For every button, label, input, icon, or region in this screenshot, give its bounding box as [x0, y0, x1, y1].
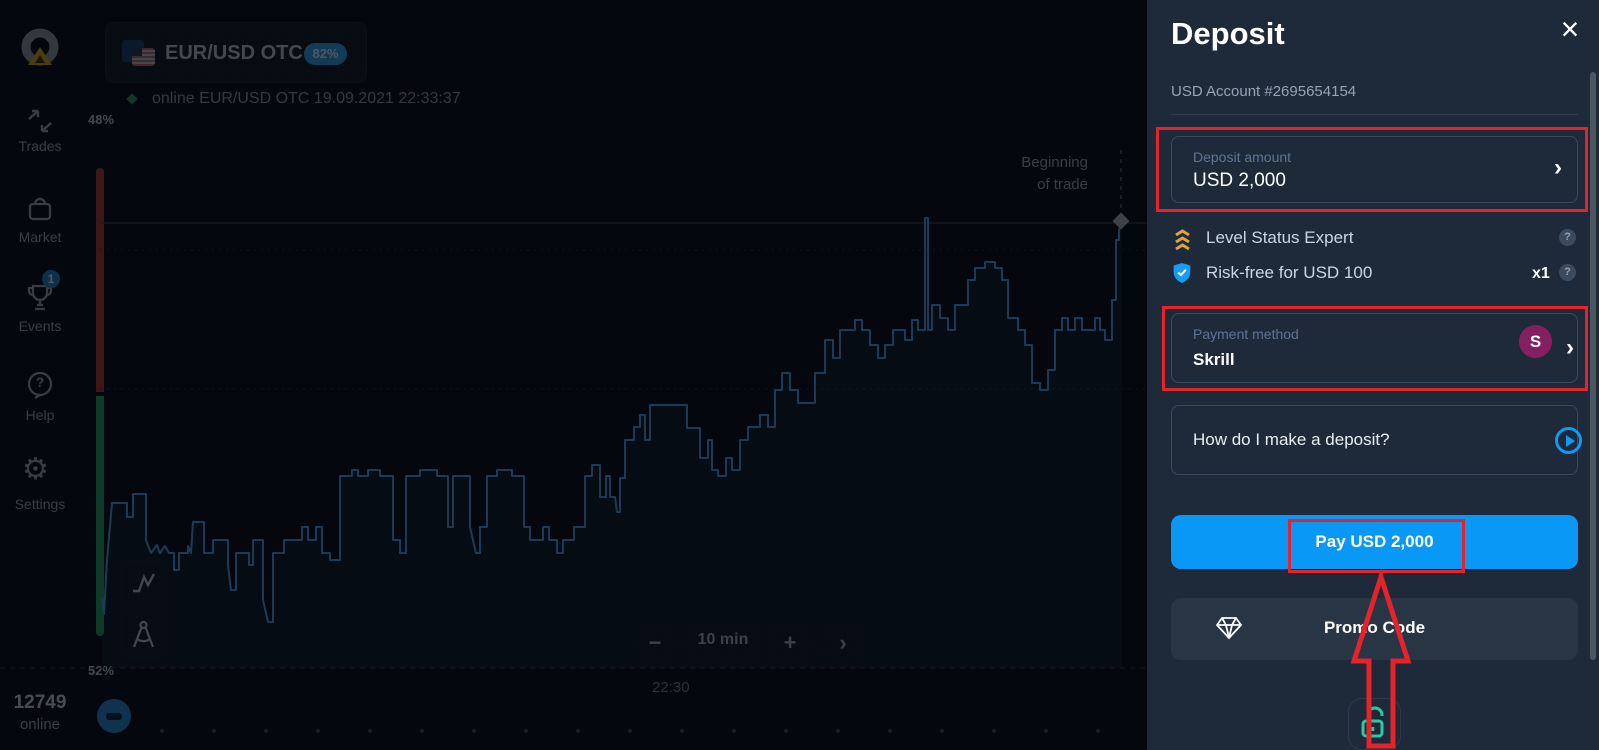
risk-free-label: Risk-free for USD 100: [1206, 263, 1373, 282]
risk-free-multiplier: x1: [1532, 265, 1550, 282]
promo-diamond-icon: [1215, 616, 1243, 643]
level-help-icon[interactable]: ?: [1559, 229, 1576, 246]
support-chat-button[interactable]: [97, 699, 131, 733]
price-chart: [0, 150, 1147, 669]
level-status-icon: [1174, 228, 1191, 259]
secure-lock-badge: [1348, 698, 1401, 750]
deposit-panel: Deposit × USD Account #2695654154 Deposi…: [1147, 0, 1599, 750]
howto-question: How do I make a deposit?: [1193, 430, 1390, 449]
timeframe-minus-button[interactable]: −: [633, 624, 677, 664]
time-axis-tick: 22:30: [652, 679, 690, 696]
play-video-icon[interactable]: [1555, 427, 1582, 454]
payment-method-label: Payment method: [1193, 326, 1299, 342]
drawing-tools-button[interactable]: [120, 612, 167, 658]
account-label: USD Account #2695654154: [1171, 83, 1357, 100]
close-icon[interactable]: ×: [1560, 11, 1580, 47]
pay-button[interactable]: Pay USD 2,000: [1171, 515, 1578, 569]
panel-title: Deposit: [1171, 16, 1285, 51]
trade-start-diamond: [1112, 212, 1130, 230]
promo-code-button[interactable]: Promo Code: [1171, 598, 1578, 660]
risk-free-help-icon[interactable]: ?: [1559, 264, 1576, 281]
deposit-amount-label: Deposit amount: [1193, 149, 1292, 165]
howto-deposit-row[interactable]: How do I make a deposit?: [1171, 405, 1582, 475]
skrill-logo-icon: S: [1519, 325, 1552, 358]
payment-method-value: Skrill: [1193, 350, 1235, 369]
deposit-amount-value: USD 2,000: [1193, 170, 1286, 191]
risk-free-shield-icon: [1172, 261, 1192, 290]
divider: [1171, 114, 1578, 115]
level-status-label: Level Status Expert: [1206, 228, 1354, 247]
indicators-button[interactable]: [120, 560, 167, 606]
deposit-amount-field[interactable]: Deposit amount USD 2,000 ›: [1171, 136, 1578, 203]
panel-scrollbar[interactable]: [1590, 72, 1596, 660]
chart-zone: Trades Market 1 Events ? Help ⚙: [0, 22, 1147, 733]
chevron-right-icon: ›: [1554, 154, 1562, 181]
timeframe-plus-button[interactable]: +: [768, 624, 812, 664]
timeframe-value: 10 min: [697, 631, 749, 648]
payment-method-field[interactable]: Payment method Skrill S ›: [1171, 313, 1578, 383]
beginning-of-trade-label: Beginning of trade: [1021, 154, 1088, 193]
scroll-forward-button[interactable]: ›: [820, 622, 866, 666]
promo-code-label: Promo Code: [1323, 618, 1426, 637]
chevron-right-icon: ›: [1566, 334, 1574, 361]
